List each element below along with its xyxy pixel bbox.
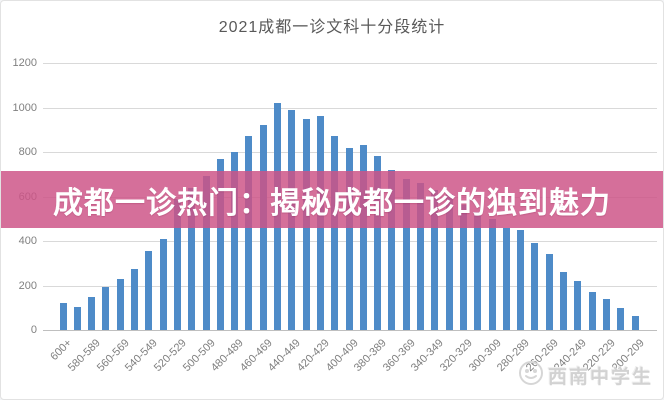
bar-350-359 <box>417 183 424 330</box>
bar-550-559 <box>131 269 138 330</box>
bar-290-299 <box>503 228 510 330</box>
bar-370-379 <box>388 170 395 330</box>
bar-330-339 <box>446 194 453 330</box>
bar-570-579 <box>102 287 109 330</box>
bar-250-259 <box>560 272 567 330</box>
bar-210-219 <box>617 308 624 330</box>
headline-banner: 成都一诊热门：揭秘成都一诊的独到魅力 <box>1 171 663 228</box>
y-axis-tick-label: 1200 <box>12 57 37 69</box>
bar-280-289 <box>517 230 524 330</box>
bar-300-309 <box>489 219 496 330</box>
y-axis-tick-label: 800 <box>18 146 37 158</box>
bar-580-589 <box>88 297 95 330</box>
bar-490-499 <box>217 159 224 330</box>
chart-title: 2021成都一诊文科十分段统计 <box>218 19 446 36</box>
bar-220-229 <box>603 299 610 330</box>
gridline-y-0 <box>43 330 657 331</box>
y-axis-tick-label: 200 <box>18 280 37 292</box>
bar-500-509 <box>203 176 210 330</box>
bar-540-549 <box>145 251 152 330</box>
bar-410-419 <box>331 136 338 330</box>
bar-240-249 <box>574 281 581 330</box>
bar-400-409 <box>346 148 353 330</box>
y-axis-tick-label: 400 <box>18 235 37 247</box>
bar-360-369 <box>403 179 410 330</box>
y-axis-tick-label: 0 <box>30 324 37 336</box>
bar-380-389 <box>374 156 381 330</box>
bar-470-479 <box>245 136 252 330</box>
bar-230-239 <box>589 292 596 330</box>
bar-520-529 <box>174 199 181 330</box>
bar-600+ <box>60 303 67 330</box>
bar-270-279 <box>531 243 538 330</box>
bar-530-539 <box>160 239 167 330</box>
bar-310-319 <box>474 212 481 330</box>
bar-560-569 <box>117 279 124 330</box>
bar-390-399 <box>360 145 367 330</box>
watermark-text: 西南中学生 <box>547 367 653 388</box>
bar-590-599 <box>74 307 81 330</box>
gridline-y-1000 <box>43 108 657 109</box>
bar-200-209 <box>632 316 639 330</box>
y-axis-tick-label: 1000 <box>12 102 37 114</box>
bar-480-489 <box>231 152 238 330</box>
bar-510-519 <box>188 188 195 330</box>
bar-260-269 <box>546 254 553 330</box>
gridline-y-1200 <box>43 63 657 64</box>
mascot-logo-icon <box>518 360 544 391</box>
headline-banner-text: 成都一诊热门：揭秘成都一诊的独到魅力 <box>53 186 611 220</box>
bar-320-329 <box>460 205 467 330</box>
bar-340-349 <box>431 190 438 330</box>
watermark: 西南中学生 <box>518 360 653 391</box>
